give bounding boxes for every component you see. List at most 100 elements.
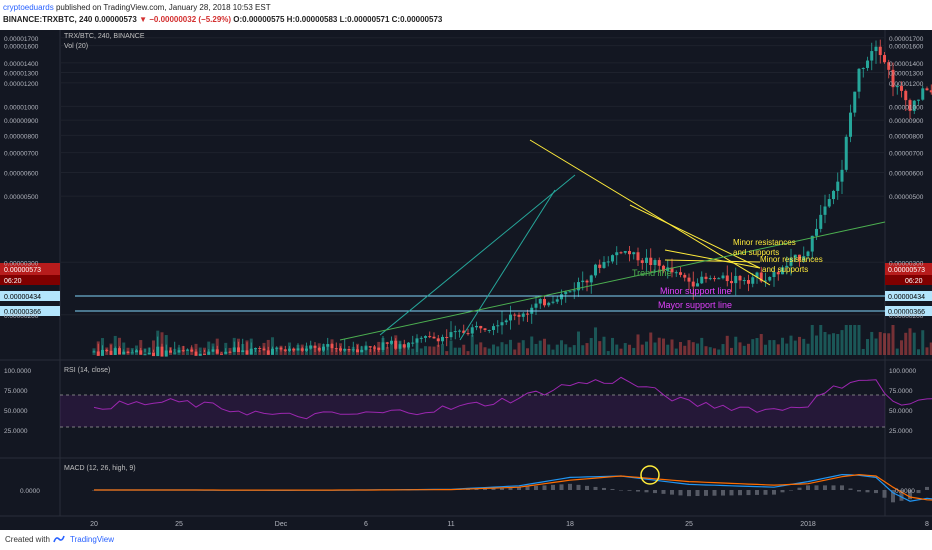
volume-bar	[908, 328, 912, 355]
candle-body	[449, 332, 453, 338]
countdown-tag-right	[885, 275, 932, 285]
candle-body	[755, 272, 759, 278]
volume-bar	[419, 348, 423, 355]
candle-body	[526, 313, 529, 315]
candle-body	[615, 252, 619, 256]
volume-bar	[139, 340, 143, 355]
candle-body	[309, 345, 313, 349]
candle-body	[827, 199, 831, 207]
macd-histogram-bar	[670, 490, 674, 495]
macd-histogram-bar	[704, 490, 708, 496]
price-tick-left: 0.00000200	[4, 313, 39, 320]
tradingview-link[interactable]: TradingView	[70, 535, 115, 544]
candle-body	[810, 235, 814, 252]
candle-body	[870, 51, 874, 61]
last-price-tag-left	[0, 263, 60, 275]
candle-body	[135, 350, 138, 353]
candle-body	[806, 251, 810, 257]
volume-bar	[810, 325, 814, 355]
volume-bar	[513, 349, 517, 355]
volume-bar	[487, 348, 491, 355]
volume-bar	[921, 330, 925, 355]
candle-body	[861, 67, 865, 69]
volume-bar	[713, 348, 716, 355]
candle-body	[283, 349, 287, 351]
candle-body	[504, 320, 508, 323]
candle-body	[912, 100, 916, 111]
candle-body	[487, 329, 491, 331]
candle-body	[122, 351, 126, 355]
volume-bar	[258, 349, 262, 355]
candle-body	[521, 313, 525, 317]
rsi-series	[93, 376, 932, 420]
candle-body	[160, 346, 164, 357]
candle-body	[908, 100, 912, 111]
candle-body	[364, 346, 368, 350]
candle-body	[785, 265, 789, 268]
descending-resistance-line-2[interactable]	[629, 204, 761, 269]
volume-bar	[475, 344, 478, 355]
macd-histogram-bar	[661, 490, 666, 494]
volume-bar	[623, 343, 627, 355]
volume-bar	[640, 344, 644, 355]
candle-body	[708, 278, 712, 280]
macd-histogram-bar	[789, 490, 793, 491]
candle-body	[152, 352, 155, 357]
volume-bar	[793, 340, 797, 355]
price-change: ▼ −0.00000032 (−5.29%)	[139, 15, 232, 24]
candle-body	[568, 291, 572, 293]
volume-bar	[402, 345, 406, 355]
chart-canvas[interactable]: TRX/BTC, 240, BINANCE Vol (20) RSI (14, …	[0, 30, 932, 530]
rsi-tick-right: 100.0000	[889, 368, 916, 375]
price-tick-left: 0.00001000	[4, 104, 39, 111]
candle-body	[917, 99, 920, 101]
macd-histogram-bar	[627, 490, 632, 491]
minor-support-trend-line[interactable]	[664, 259, 761, 263]
descending-resistance-line[interactable]	[529, 139, 771, 286]
candle-body	[857, 68, 861, 92]
candle-body	[764, 280, 767, 282]
countdown-left: 06:20	[4, 278, 22, 285]
candle-body	[224, 351, 228, 354]
trend-line[interactable]	[339, 221, 886, 341]
macd-histogram-bar	[840, 485, 844, 490]
candle-body	[441, 336, 444, 342]
footer: Created with TradingView	[0, 530, 932, 550]
macd-histogram-bar	[610, 488, 615, 490]
macd-histogram-bar	[729, 490, 734, 496]
volume-bar	[589, 338, 593, 355]
author-link[interactable]: cryptoeduards	[3, 3, 54, 12]
candle-body	[836, 181, 840, 191]
mayor-support-price-right: 0.00000366	[888, 309, 925, 316]
candle-body	[436, 338, 440, 342]
candle-body	[211, 349, 215, 352]
candle-body	[232, 347, 236, 352]
rising-channel-line-2[interactable]	[459, 189, 556, 341]
candle-body	[428, 336, 432, 338]
macd-crossover-circle[interactable]	[640, 465, 660, 485]
chart-area[interactable]: TRX/BTC, 240, BINANCE Vol (20) RSI (14, …	[0, 30, 932, 530]
macd-histogram-bar	[823, 485, 827, 490]
tradingview-logo-icon[interactable]	[52, 532, 66, 546]
candle-body	[895, 85, 899, 88]
volume-bar	[738, 342, 742, 355]
volume-bar	[708, 347, 712, 355]
candle-body	[373, 347, 376, 349]
candle-body	[126, 351, 130, 354]
candle-body	[534, 303, 538, 308]
macd-histogram-bar	[636, 490, 640, 492]
volume-bar	[691, 342, 695, 355]
candle-body	[313, 345, 317, 348]
volume-bar	[696, 343, 699, 355]
price-tick-right: 0.00000700	[889, 151, 924, 158]
volume-bar	[857, 325, 861, 355]
candle-body	[194, 351, 198, 356]
candle-body	[657, 260, 661, 266]
price-tick-left: 0.00001200	[4, 81, 39, 88]
rising-channel-line[interactable]	[379, 174, 576, 336]
x-tick-label: Dec	[275, 521, 288, 528]
minor-resistance-label-2b: and supports	[762, 265, 808, 274]
volume-bar	[721, 344, 725, 355]
candle-body	[517, 314, 521, 317]
candle-body	[543, 298, 546, 306]
